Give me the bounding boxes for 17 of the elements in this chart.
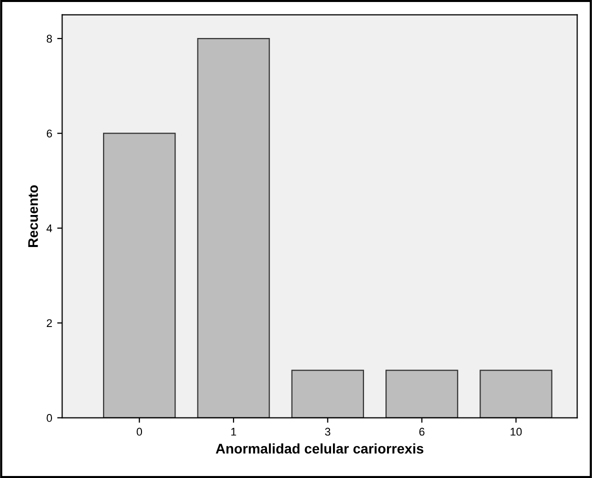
bar: [480, 370, 552, 418]
x-tick-label: 1: [231, 428, 236, 436]
y-tick-label: 4: [46, 224, 52, 232]
y-axis-title: Recuento: [28, 185, 38, 248]
bar: [291, 370, 364, 418]
x-tick-label: 3: [325, 428, 330, 436]
x-tick-label: 6: [419, 428, 424, 436]
y-tick-label: 0: [46, 414, 52, 422]
x-tick-label: 10: [510, 428, 522, 436]
x-tick-label: 0: [136, 428, 142, 436]
y-tick-label: 8: [46, 34, 52, 43]
bar: [386, 370, 458, 418]
y-tick-label: 6: [46, 130, 52, 138]
bar: [103, 132, 176, 418]
y-tick-label: 2: [46, 319, 52, 327]
x-axis-title: Anormalidad celular cariorrexis: [216, 443, 424, 454]
bar: [197, 38, 270, 418]
